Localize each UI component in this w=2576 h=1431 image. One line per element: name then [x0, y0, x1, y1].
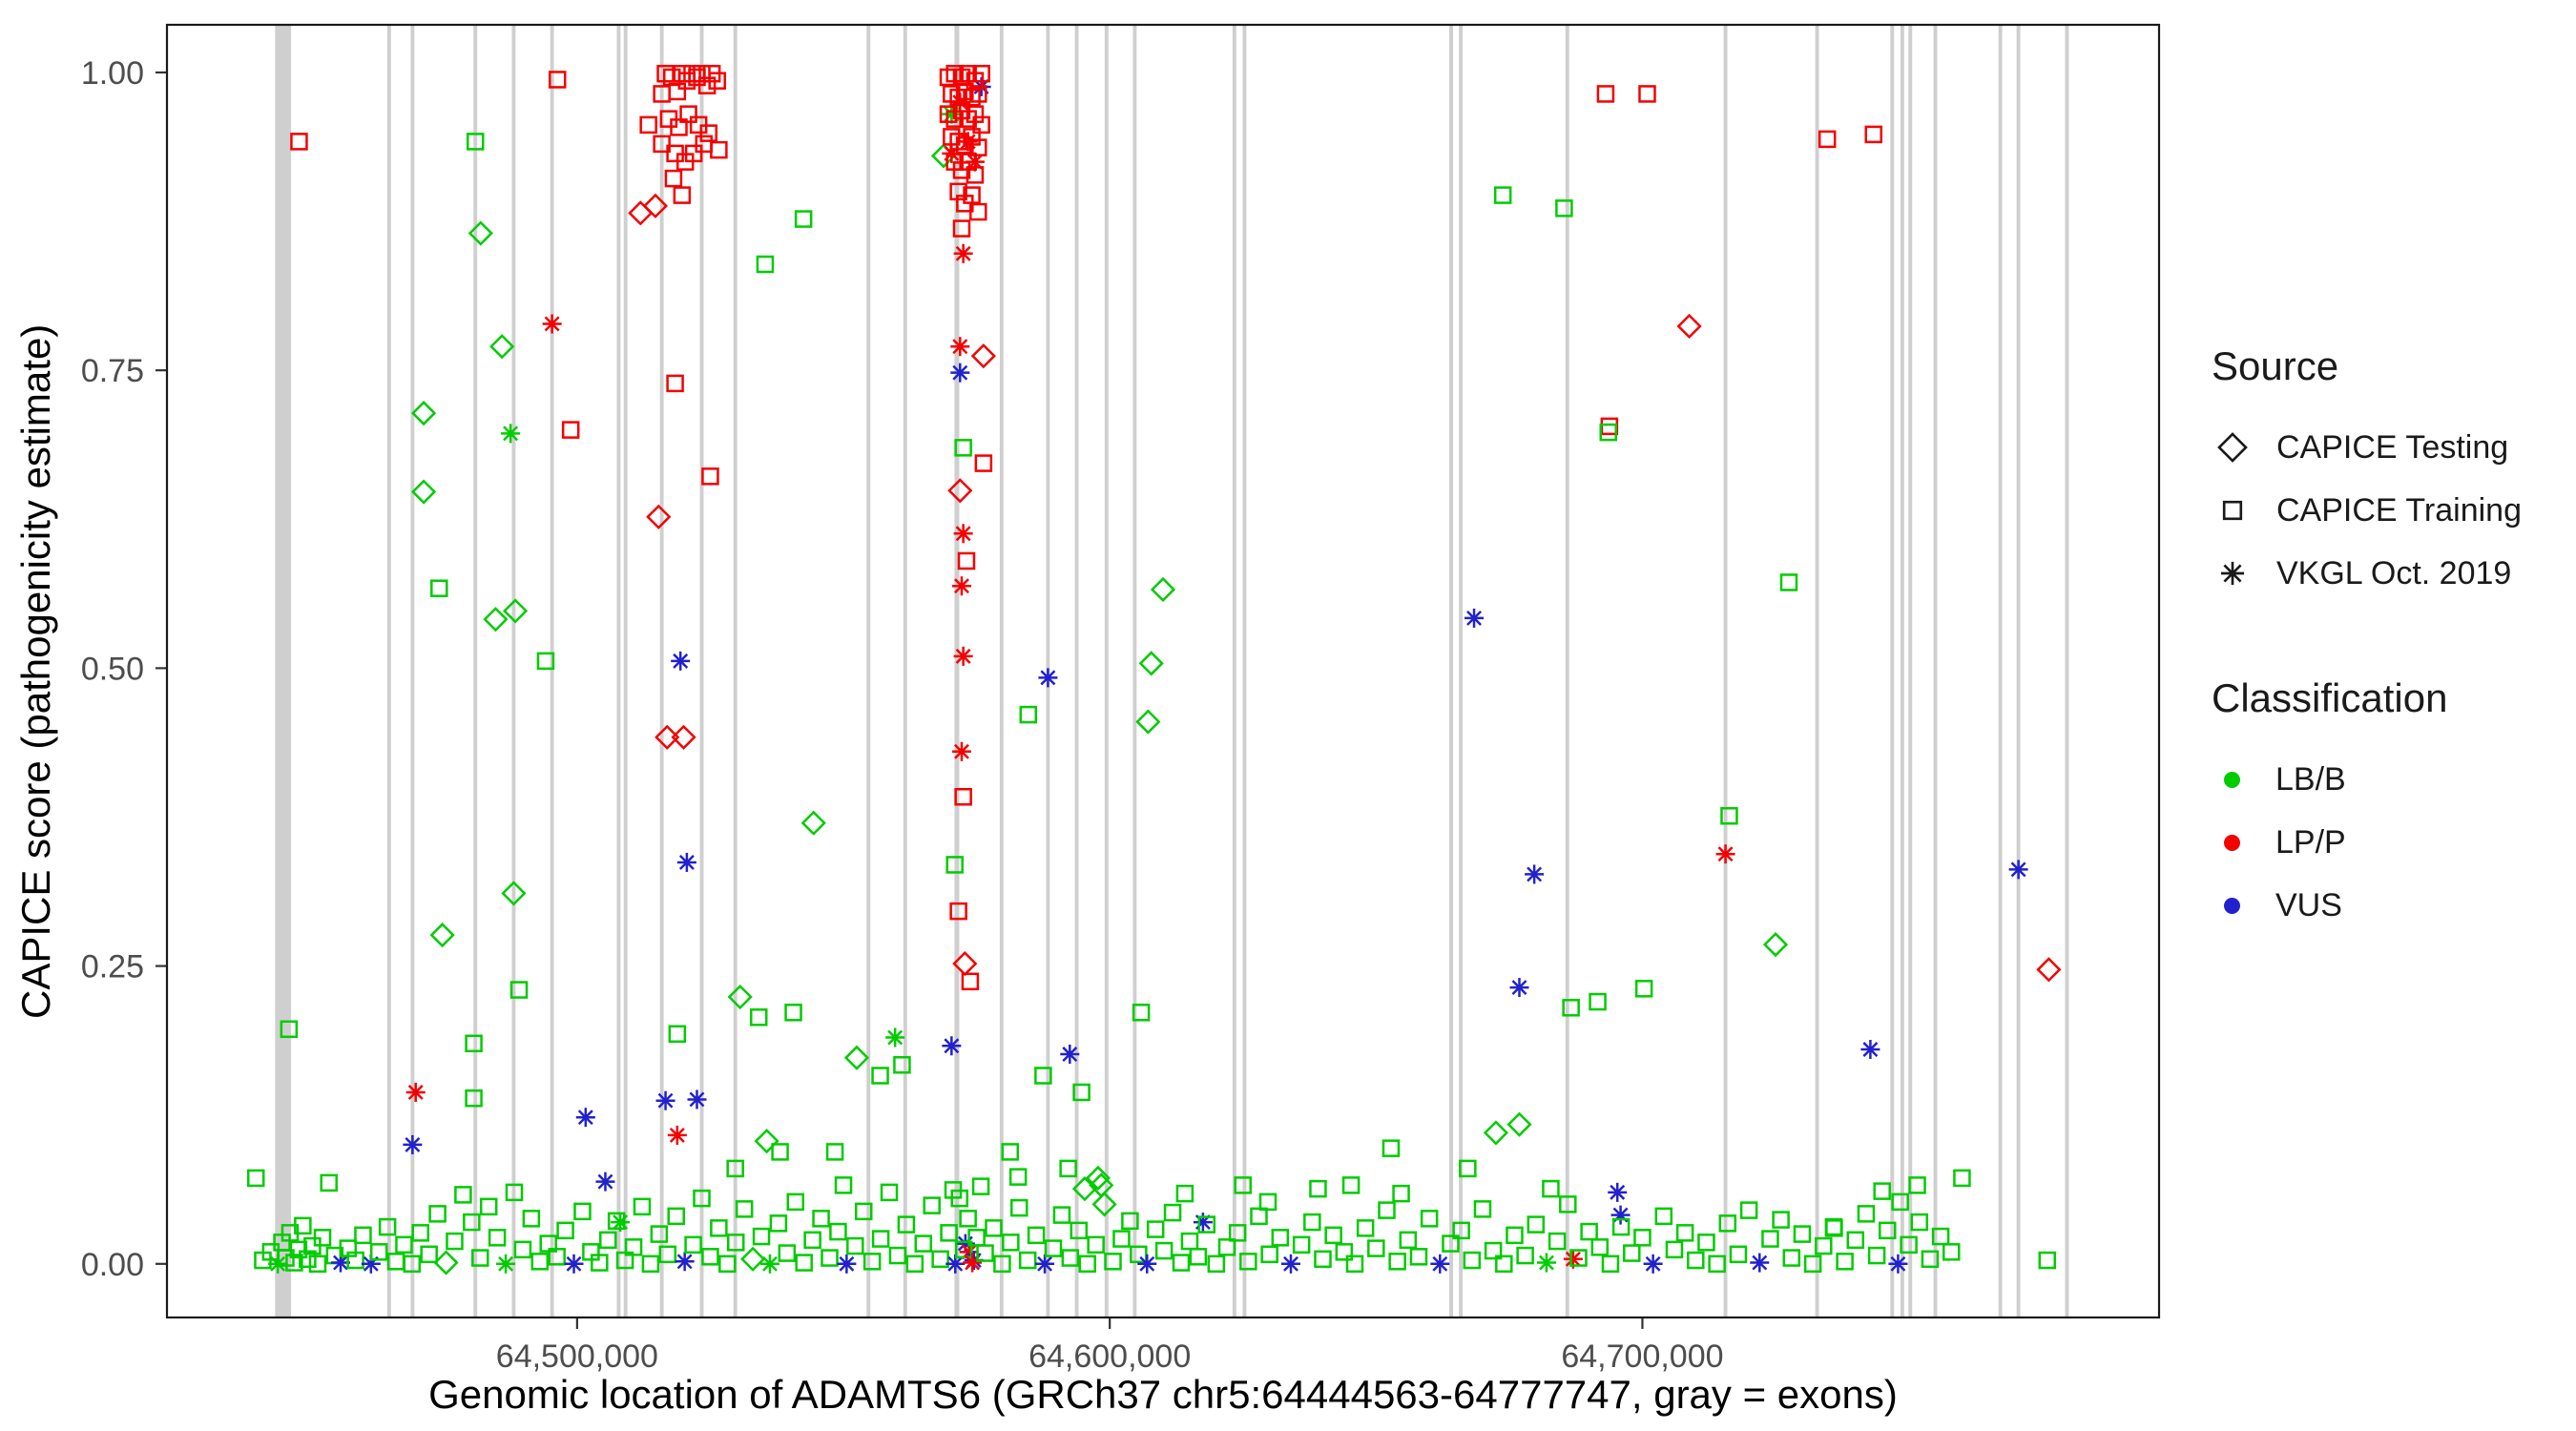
svg-text:64,500,000: 64,500,000 — [496, 1338, 658, 1375]
legend-item-label: CAPICE Testing — [2276, 428, 2509, 466]
legend-item-label: LP/P — [2275, 823, 2346, 861]
legend-item-label: VKGL Oct. 2019 — [2276, 554, 2512, 591]
y-axis-label: CAPICE score (pathogenicity estimate) — [13, 323, 58, 1019]
legend: Source CAPICE Testing CAPICE Training VK… — [2212, 343, 2574, 937]
green-dot-icon — [2224, 771, 2240, 788]
svg-text:0.00: 0.00 — [81, 1247, 144, 1283]
svg-text:1.00: 1.00 — [81, 55, 144, 92]
legend-item-label: CAPICE Training — [2276, 491, 2522, 529]
legend-item-lpp: LP/P — [2212, 811, 2574, 874]
x-axis-label: Genomic location of ADAMTS6 (GRCh37 chr5… — [428, 1372, 1898, 1417]
legend-item-vus: VUS — [2212, 874, 2574, 937]
legend-source-title: Source — [2212, 343, 2339, 388]
square-icon — [2222, 500, 2243, 521]
diamond-icon — [2217, 432, 2248, 463]
svg-text:64,700,000: 64,700,000 — [1561, 1338, 1723, 1375]
blue-dot-icon — [2224, 897, 2240, 914]
legend-classification-title: Classification — [2212, 675, 2448, 720]
legend-item-capice-training: CAPICE Training — [2212, 479, 2574, 542]
svg-text:0.25: 0.25 — [81, 949, 144, 985]
red-dot-icon — [2224, 834, 2240, 851]
svg-text:0.50: 0.50 — [81, 651, 144, 687]
legend-item-label: VUS — [2275, 886, 2342, 923]
svg-text:0.75: 0.75 — [81, 353, 144, 389]
asterisk-icon — [2220, 561, 2245, 586]
legend-item-label: LB/B — [2275, 760, 2346, 798]
legend-item-capice-testing: CAPICE Testing — [2212, 416, 2574, 479]
legend-item-vkgl: VKGL Oct. 2019 — [2212, 542, 2574, 605]
legend-item-lbb: LB/B — [2212, 748, 2574, 811]
svg-text:64,600,000: 64,600,000 — [1028, 1338, 1191, 1375]
